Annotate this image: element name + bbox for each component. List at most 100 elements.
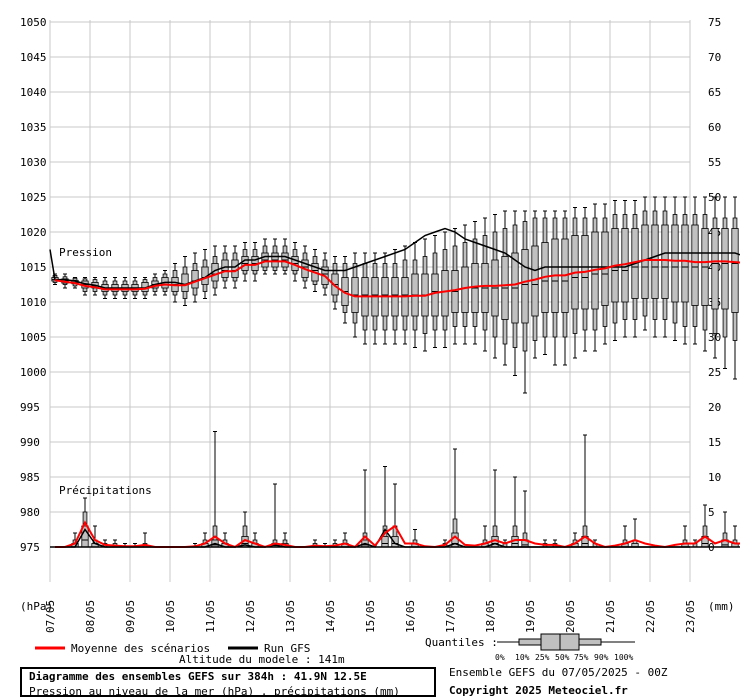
pressure-box [581, 207, 589, 352]
x-tick-label: 19/05 [524, 600, 537, 633]
right-tick-label: 65 [708, 86, 721, 99]
pressure-box [661, 196, 669, 338]
right-tick-label: 75 [708, 16, 721, 29]
left-tick-label: 1020 [20, 226, 47, 239]
x-tick-label: 23/05 [684, 600, 697, 633]
x-tick-label: 15/05 [364, 600, 377, 633]
pressure-q25-q75 [431, 273, 439, 317]
pressure-box [361, 252, 369, 345]
chart-info-box: Diagramme des ensembles GEFS sur 384h : … [20, 667, 436, 698]
right-tick-label: 70 [708, 51, 721, 64]
left-axis: 1050 1045 1040 1035 1030 1025 1020 1015 1010 1005… [20, 16, 47, 554]
left-tick-label: 1025 [20, 191, 47, 204]
left-tick-label: 985 [20, 471, 40, 484]
pressure-q25-q75 [731, 228, 739, 313]
right-tick-label: 60 [708, 121, 721, 134]
pressure-q25-q75 [711, 228, 719, 310]
pressure-q25-q75 [191, 270, 199, 289]
x-tick-label: 13/05 [284, 600, 297, 633]
pressure-q25-q75 [651, 224, 659, 299]
copyright-label: Copyright 2025 Meteociel.fr [449, 684, 628, 697]
run-pressure-start [49, 249, 56, 280]
x-tick-label: 07/05 [44, 600, 57, 633]
pressure-box [501, 210, 509, 366]
left-tick-label: 1005 [20, 331, 47, 344]
pressure-box [561, 210, 569, 366]
right-tick-label: 25 [708, 366, 721, 379]
pressure-box [431, 235, 439, 348]
precip-box [631, 518, 639, 548]
right-tick-label: 10 [708, 471, 721, 484]
left-tick-label: 1030 [20, 156, 47, 169]
pressure-box [471, 221, 479, 345]
pressure-q25-q75 [661, 224, 669, 299]
pressure-box [311, 249, 319, 292]
x-tick-label: 21/05 [604, 600, 617, 633]
pressure-box [591, 203, 599, 352]
pressure-box [261, 238, 269, 275]
altitude-label: Altitude du modele : 141m [179, 653, 345, 666]
x-tick-label: 11/05 [204, 600, 217, 633]
x-tick-label: 08/05 [84, 600, 97, 633]
pressure-box [251, 242, 259, 282]
pressure-q25-q75 [681, 224, 689, 303]
pressure-q25-q75 [721, 228, 729, 310]
left-tick-label: 980 [20, 506, 40, 519]
x-tick-label: 20/05 [564, 600, 577, 633]
precip-box [581, 434, 589, 548]
pressure-q25-q75 [691, 224, 699, 306]
x-axis: 07/05 08/05 09/05 10/05 11/05 12/05 13/05 14/05… [44, 600, 697, 633]
pressure-box [651, 196, 659, 338]
chart-title: Diagramme des ensembles GEFS sur 384h : … [29, 670, 367, 683]
pressure-box [451, 228, 459, 345]
pressure-box [461, 224, 469, 345]
pressure-box [701, 196, 709, 352]
pressure-box [531, 210, 539, 359]
left-tick-label: 1015 [20, 261, 47, 274]
right-tick-label: 20 [708, 401, 721, 414]
x-tick-label: 18/05 [484, 600, 497, 633]
quantile-key-icon [497, 633, 635, 651]
pressure-q25-q75 [641, 224, 649, 299]
precip-box [271, 483, 279, 548]
precip-box [491, 469, 499, 548]
quantile-key-label: 75% [574, 653, 589, 662]
x-tick-label: 17/05 [444, 600, 457, 633]
pressure-box [441, 231, 449, 348]
pressure-q25-q75 [671, 224, 679, 303]
pressure-box [511, 210, 519, 376]
pressure-annotation: Pression [59, 246, 112, 259]
left-tick-label: 995 [20, 401, 40, 414]
x-tick-label: 22/05 [644, 600, 657, 633]
right-tick-label: 5 [708, 506, 715, 519]
right-tick-label: 15 [708, 436, 721, 449]
quantile-key-label: 25% [535, 653, 550, 662]
left-tick-label: 1040 [20, 86, 47, 99]
quantile-key-labels: 0% 10% 25% 50% 75% 90% 100% [495, 653, 633, 662]
pressure-box [381, 252, 389, 345]
pressure-q25-q75 [441, 270, 449, 317]
pressure-box [281, 238, 289, 275]
chart-subtitle: Pression au niveau de la mer (hPa) , pré… [29, 685, 400, 698]
mean-pressure-line [54, 259, 740, 298]
pressure-q25-q75 [221, 259, 229, 278]
quantiles-label: Quantiles : [425, 636, 498, 649]
pressure-box [641, 196, 649, 331]
pressure-box [291, 242, 299, 282]
quantile-key-label: 90% [594, 653, 609, 662]
precip-box [451, 448, 459, 548]
ensemble-label: Ensemble GEFS du 07/05/2025 - 00Z [449, 666, 668, 679]
run-pressure-line [55, 227, 740, 289]
pressure-box [601, 203, 609, 345]
x-tick-label: 09/05 [124, 600, 137, 633]
pressure-q25-q75 [181, 273, 189, 292]
pressure-box [671, 196, 679, 341]
left-tick-label: 1010 [20, 296, 47, 309]
pressure-box [711, 196, 719, 359]
box-series [51, 196, 739, 548]
pressure-box [551, 210, 559, 366]
pressure-box [731, 196, 739, 380]
pressure-box [521, 210, 529, 394]
left-tick-label: 1050 [20, 16, 47, 29]
